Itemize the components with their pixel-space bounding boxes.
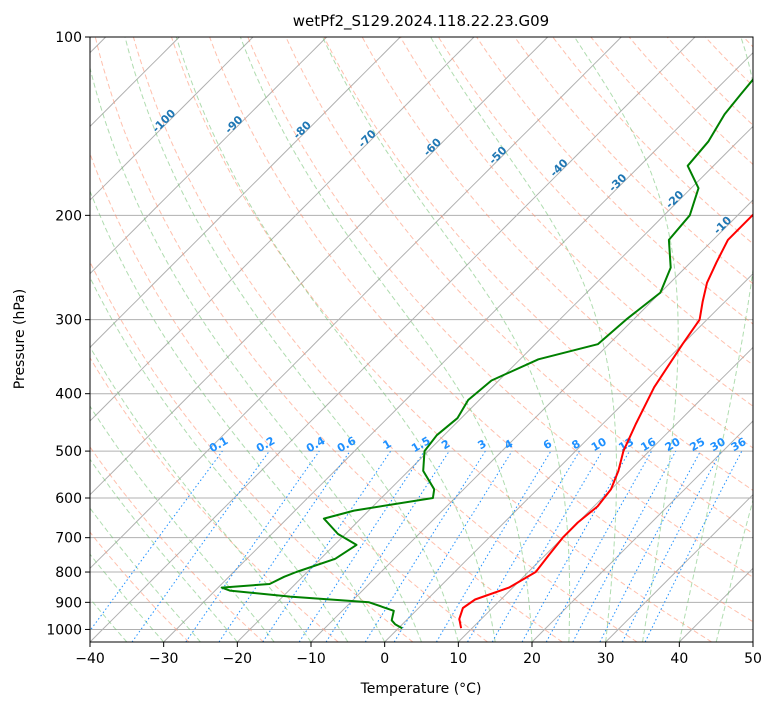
dry-adiabat bbox=[552, 37, 753, 245]
isotherm-gridline bbox=[90, 37, 328, 275]
dry-adiabat bbox=[361, 37, 753, 449]
isotherm-gridline bbox=[90, 37, 622, 570]
isotherm-gridline bbox=[531, 420, 753, 642]
dry-adiabat bbox=[590, 37, 753, 205]
mixing-ratio-line bbox=[298, 450, 425, 642]
isotherm-gridline bbox=[236, 125, 753, 642]
moist-adiabat bbox=[90, 189, 386, 642]
x-tick-label: −40 bbox=[75, 651, 105, 667]
moist-adiabat bbox=[430, 37, 617, 642]
y-tick-label: 200 bbox=[55, 208, 82, 224]
x-tick-label: 40 bbox=[670, 651, 688, 667]
y-tick-label: 900 bbox=[55, 595, 82, 611]
isotherm-gridline bbox=[90, 37, 254, 201]
y-tick-label: 600 bbox=[55, 491, 82, 507]
y-tick-label: 500 bbox=[55, 444, 82, 460]
dry-adiabat bbox=[171, 37, 712, 642]
series-layer bbox=[220, 78, 753, 630]
y-tick-label: 400 bbox=[55, 387, 82, 403]
temperature-line bbox=[458, 213, 753, 629]
moist-adiabat bbox=[678, 37, 753, 642]
y-axis-label: Pressure (hPa) bbox=[12, 289, 28, 389]
mixing-ratio-line bbox=[545, 450, 653, 642]
y-tick-label: 700 bbox=[55, 531, 82, 547]
y-tick-label: 100 bbox=[55, 30, 82, 46]
x-tick-label: 0 bbox=[380, 651, 389, 667]
dry-adiabat bbox=[437, 37, 753, 366]
mixing-ratio-line bbox=[644, 450, 743, 642]
plot-frame bbox=[89, 36, 754, 643]
chart-title: wetPf2_S129.2024.118.22.23.G09 bbox=[293, 12, 549, 31]
axis-ticks-layer: −40 −30 −20 −10 0 10 20 30 40 50 1000 900 800 700 600 5… bbox=[46, 30, 762, 667]
mixing-ratio-line bbox=[325, 450, 450, 642]
moist-adiabat bbox=[124, 37, 459, 642]
isotherm-gridline bbox=[90, 37, 549, 496]
dry-adiabat bbox=[323, 37, 753, 491]
mixing-ratio-line bbox=[185, 450, 320, 642]
x-axis-label: Temperature (°C) bbox=[360, 681, 482, 697]
moist-adiabat bbox=[90, 458, 238, 642]
moist-adiabat bbox=[574, 37, 679, 642]
moist-adiabat bbox=[322, 37, 571, 642]
mixing-ratio-line bbox=[90, 450, 223, 632]
moist-adiabat bbox=[90, 405, 275, 642]
moist-adiabat bbox=[90, 345, 312, 642]
mixing-ratio-line bbox=[393, 450, 513, 642]
y-tick-label: 300 bbox=[55, 313, 82, 329]
x-tick-label: −10 bbox=[296, 651, 326, 667]
moist-adiabat bbox=[715, 498, 753, 642]
dry-adiabat bbox=[90, 260, 414, 642]
dry-adiabat bbox=[90, 531, 190, 642]
mixing-ratio-line bbox=[131, 450, 270, 642]
isotherm-gridline bbox=[90, 37, 401, 349]
isotherm-gridline bbox=[90, 37, 475, 422]
x-tick-label: −30 bbox=[149, 651, 179, 667]
x-tick-label: −20 bbox=[223, 651, 253, 667]
mixing-ratio-line bbox=[572, 450, 677, 642]
moist-adiabat bbox=[90, 65, 422, 642]
dry-adiabat bbox=[476, 37, 753, 325]
x-tick-label: 30 bbox=[597, 651, 615, 667]
dry-adiabat bbox=[94, 37, 563, 642]
isotherm-gridline bbox=[605, 493, 753, 642]
isotherm-gridline bbox=[384, 272, 753, 642]
dry-adiabat bbox=[132, 37, 638, 642]
mixing-ratio-line bbox=[521, 450, 630, 642]
moist-adiabat bbox=[239, 37, 533, 642]
dry-adiabat bbox=[399, 37, 753, 407]
x-tick-label: 50 bbox=[744, 651, 762, 667]
x-tick-label: 10 bbox=[449, 651, 467, 667]
reference-lines-layer bbox=[90, 37, 753, 642]
mixing-ratio-line bbox=[218, 450, 351, 642]
y-tick-label: 1000 bbox=[46, 622, 82, 638]
moist-adiabat bbox=[90, 276, 349, 642]
y-tick-label: 800 bbox=[55, 565, 82, 581]
x-tick-label: 20 bbox=[523, 651, 541, 667]
isotherm-gridline bbox=[163, 51, 753, 642]
dry-adiabat bbox=[209, 37, 753, 623]
moist-adiabat bbox=[175, 37, 496, 642]
mixing-ratio-line bbox=[262, 450, 392, 642]
dewpoint-line bbox=[220, 78, 753, 630]
dry-adiabat bbox=[285, 37, 753, 535]
